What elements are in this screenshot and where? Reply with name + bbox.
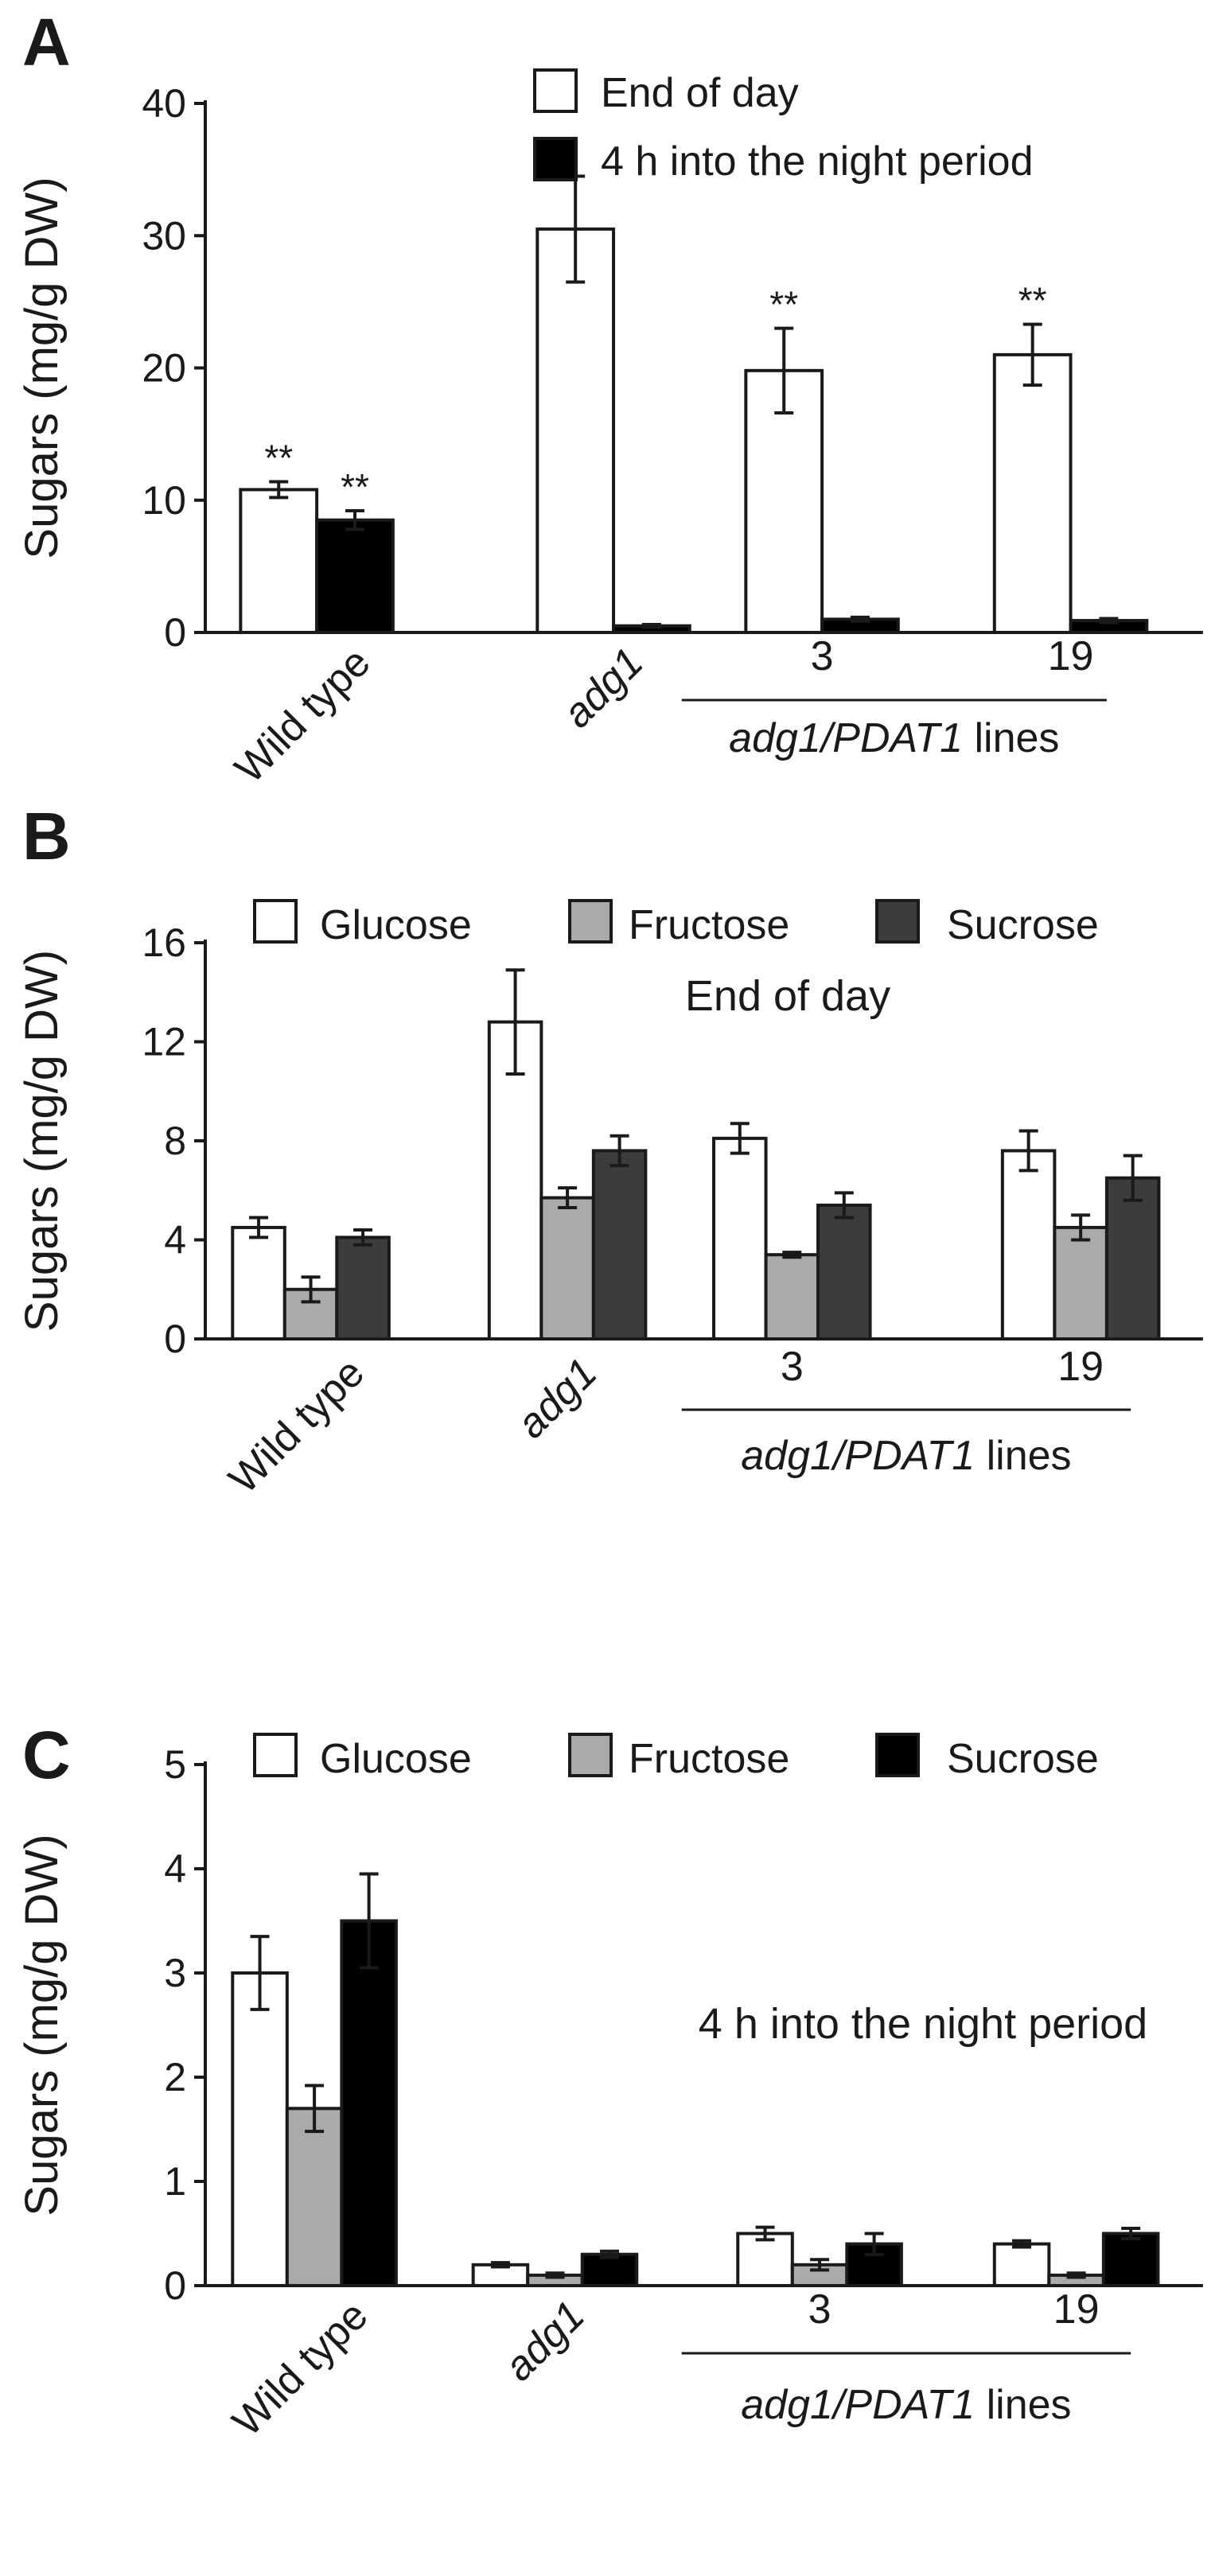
- legend-swatch: [568, 899, 613, 944]
- legend-swatch: [533, 68, 578, 113]
- legend-swatch: [253, 1733, 298, 1777]
- bar-0-0: [231, 1225, 286, 1341]
- bar-0-1: [285, 2107, 344, 2288]
- category-label: 3: [811, 633, 834, 679]
- legend-label: Fructose: [629, 1736, 789, 1782]
- category-label: 19: [1057, 1344, 1104, 1390]
- y-tick-label: 8: [164, 1119, 186, 1163]
- bar-0-2: [335, 1235, 391, 1341]
- legend-swatch: [875, 899, 920, 944]
- significance-mark: **: [769, 284, 798, 325]
- y-tick-label: 20: [142, 346, 186, 391]
- category-label: Wild type: [224, 2292, 376, 2445]
- y-tick-label: 0: [164, 2263, 186, 2308]
- legend-swatch: [253, 899, 298, 944]
- bar-1-0: [536, 227, 616, 634]
- panel-letter: B: [22, 799, 71, 874]
- bar-0-2: [340, 1919, 398, 2287]
- panel-b: B 0 4 8 12 16 Sugars (mg/g DW) Wild type adg1 3 19…: [16, 799, 1203, 1503]
- bar-2-0: [736, 2232, 794, 2287]
- panel-c: C 0 1 2 3 4 5 Sugars (mg/g DW) Wild type adg1 3 19 a…: [16, 1718, 1203, 2446]
- bar-0-0: [239, 488, 319, 635]
- legend-label: Sucrose: [947, 1736, 1099, 1782]
- bar-3-2: [1101, 2232, 1160, 2287]
- significance-mark: **: [1018, 280, 1047, 321]
- bar-1-2: [591, 1149, 648, 1341]
- legend-label: Glucose: [320, 902, 472, 948]
- bar-2-1: [764, 1253, 820, 1341]
- bar-3-0: [992, 352, 1073, 634]
- y-tick-label: 4: [164, 1218, 186, 1263]
- y-axis-title: Sugars (mg/g DW): [16, 177, 68, 558]
- plot-annotation: End of day: [685, 972, 890, 1020]
- bar-3-0: [1000, 1149, 1057, 1341]
- category-label: 3: [781, 1344, 804, 1390]
- legend-swatch: [568, 1733, 613, 1777]
- legend-label: Sucrose: [947, 902, 1099, 948]
- bar-3-0: [992, 2242, 1051, 2288]
- category-label: 19: [1048, 633, 1094, 679]
- bar-1-1: [539, 1196, 595, 1341]
- y-tick-label: 30: [142, 213, 186, 258]
- category-label: Wild type: [220, 1349, 373, 1502]
- legend-swatch: [875, 1733, 920, 1777]
- y-tick-label: 1: [164, 2159, 186, 2204]
- bar-0-1: [315, 518, 395, 634]
- bar-0-0: [231, 1971, 289, 2287]
- legend-label: 4 h into the night period: [601, 138, 1034, 185]
- y-tick-label: 40: [142, 81, 186, 126]
- y-axis-title: Sugars (mg/g DW): [16, 950, 68, 1332]
- y-tick-label: 0: [164, 610, 186, 655]
- bar-2-0: [712, 1136, 768, 1341]
- y-axis-title: Sugars (mg/g DW): [16, 1834, 68, 2216]
- group-label: adg1/PDAT1 lines: [729, 715, 1059, 761]
- panel-letter: A: [22, 5, 71, 80]
- y-tick-label: 0: [164, 1317, 186, 1361]
- category-label: 3: [808, 2286, 831, 2333]
- legend-label: End of day: [601, 70, 799, 116]
- significance-mark: **: [264, 437, 293, 478]
- plot-annotation: 4 h into the night period: [699, 2000, 1147, 2048]
- bar-3-2: [1104, 1176, 1161, 1341]
- y-tick-label: 16: [142, 920, 186, 965]
- category-label: adg1: [508, 1349, 606, 1447]
- category-label: Wild type: [226, 639, 379, 792]
- bar-2-2: [816, 1203, 872, 1341]
- group-label: adg1/PDAT1 lines: [741, 2382, 1071, 2428]
- legend-label: Glucose: [320, 1736, 472, 1782]
- panel-a: A 0 10 20 30 40 Sugars (mg/g DW) ** ** ** ** Wild t…: [16, 5, 1203, 792]
- significance-mark: **: [341, 466, 369, 508]
- category-label: adg1: [496, 2292, 594, 2390]
- category-label: adg1: [555, 639, 652, 737]
- category-label: 19: [1053, 2286, 1100, 2333]
- y-tick-label: 12: [142, 1020, 186, 1064]
- y-tick-label: 10: [142, 478, 186, 523]
- group-label: adg1/PDAT1 lines: [741, 1433, 1071, 1479]
- legend-label: Fructose: [629, 902, 789, 948]
- y-tick-label: 2: [164, 2055, 186, 2099]
- legend-swatch: [533, 137, 578, 181]
- y-tick-label: 4: [164, 1846, 186, 1891]
- bar-3-1: [1053, 1225, 1108, 1341]
- panel-letter: C: [22, 1718, 71, 1792]
- y-tick-label: 5: [164, 1742, 186, 1787]
- y-tick-label: 3: [164, 1951, 186, 1995]
